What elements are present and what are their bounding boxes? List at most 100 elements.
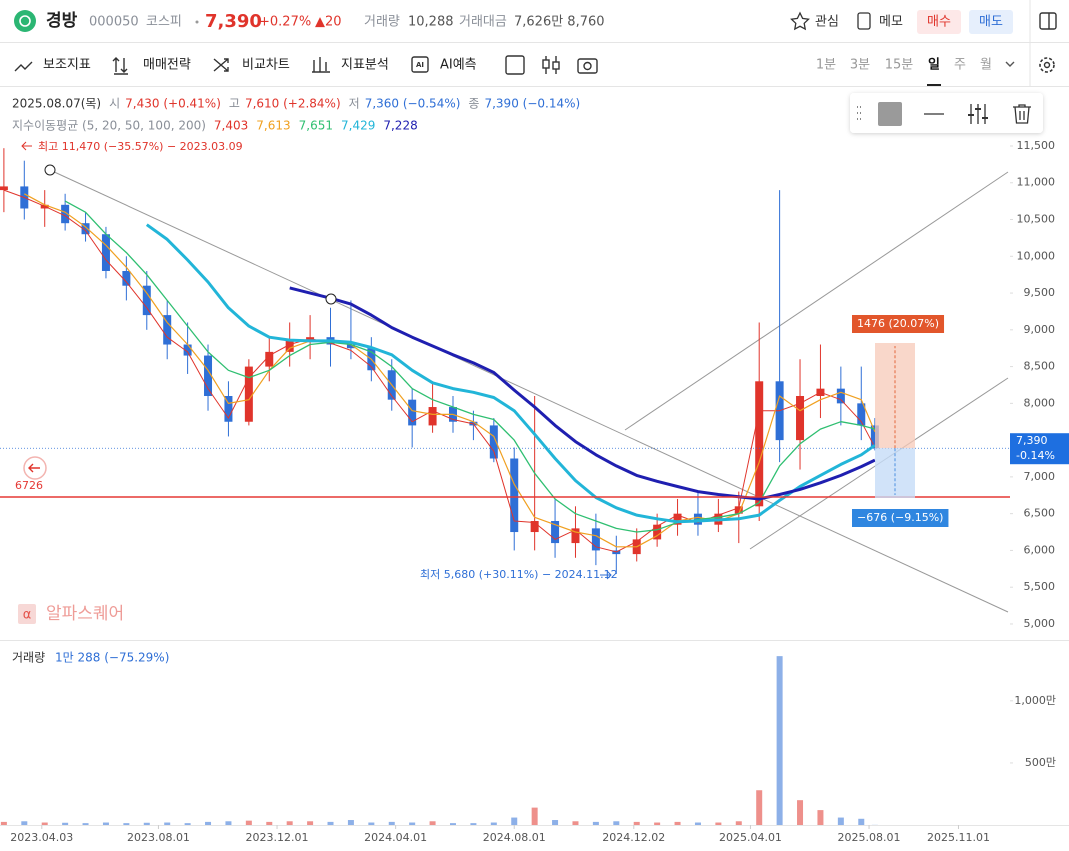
y-tick-label: 8,500 (1024, 360, 1056, 373)
high-note: 최고 11,470 (−35.57%) − 2023.03.09 (38, 140, 243, 153)
legend-text: 7,403 (214, 119, 248, 133)
low-arrow (600, 570, 612, 580)
volume-bar (817, 810, 824, 825)
volume-summary: 1만 288 (−75.29%) (55, 651, 169, 665)
stock-code: 000050 (89, 15, 139, 30)
drag-handle[interactable] (857, 106, 861, 120)
y-tick-label: 6,500 (1024, 507, 1056, 520)
price: 7,390 (205, 11, 262, 32)
watermark-glyph: α (23, 608, 32, 623)
volume-bar (552, 820, 559, 825)
candle-body (571, 528, 580, 544)
legend-text: 저 (349, 97, 360, 111)
header: 경방 000050 코스피 7,390 +0.27% ▲20 거래량 10,28… (0, 0, 1069, 86)
panel-toggle[interactable] (1039, 12, 1057, 30)
candle-body (870, 425, 879, 449)
star-icon (790, 11, 810, 31)
legend-text: 7,390 (−0.14%) (484, 97, 580, 111)
volume-bar (266, 821, 273, 825)
period-button[interactable]: 1분 (816, 58, 836, 73)
period-button[interactable]: 15분 (885, 58, 914, 73)
amount: 7,626만 8,760 (514, 15, 605, 30)
current-price-label: 7,390 (1016, 434, 1048, 447)
tool-label[interactable]: 보조지표 (43, 58, 91, 73)
x-tick-label: 2025.08.01 (838, 831, 901, 844)
x-tick-label: 2023.12.01 (246, 831, 309, 844)
sell-button[interactable]: 매도 (969, 10, 1013, 34)
anchor-point[interactable] (44, 164, 56, 176)
drawing-toolbar (850, 93, 1043, 133)
logo (14, 10, 36, 32)
volume-bar (449, 823, 456, 825)
volume-key: 거래량 (364, 15, 400, 30)
legend-text: 지수이동평균 (5, 20, 50, 100, 200) (12, 119, 206, 133)
volume-bar (572, 821, 579, 825)
period-button[interactable]: 월 (980, 58, 992, 73)
panel-icon (1039, 12, 1057, 30)
candle-body (836, 388, 845, 404)
volume-tick-label: 500만 (1025, 756, 1056, 769)
legend-text: 7,430 (+0.41%) (125, 97, 221, 111)
trend-line (49, 169, 1009, 613)
period-button[interactable]: 3분 (850, 58, 870, 73)
candle-body (0, 186, 8, 191)
volume-bar (674, 821, 681, 825)
y-tick-label: 10,000 (1017, 249, 1056, 262)
legend-text: 2025.08.07(목) (12, 97, 101, 111)
watermark-text: 알파스퀘어 (46, 604, 124, 624)
color-swatch[interactable] (878, 102, 902, 126)
x-tick-label: 2024.04.01 (364, 831, 427, 844)
period-button[interactable]: 일 (928, 58, 940, 73)
candle-body (61, 204, 70, 224)
memo-button[interactable]: 메모 (857, 12, 903, 30)
tool-label[interactable]: AI예측 (440, 58, 477, 73)
watch-button[interactable]: 관심 (790, 11, 839, 31)
y-tick-label: 9,500 (1024, 286, 1056, 299)
position-tool: 1476 (20.07%) −676 (−9.15%) (852, 315, 949, 527)
legend-text: 7,651 (299, 119, 333, 133)
amount-key: 거래대금 (459, 15, 507, 30)
candle-body (244, 366, 253, 422)
trend-line (624, 171, 1009, 431)
volume-bar (592, 821, 599, 825)
anchor-point[interactable] (325, 293, 337, 305)
tool-label[interactable]: 비교차트 (242, 58, 290, 73)
buy-label: 매수 (927, 15, 951, 30)
volume-bar (102, 822, 109, 825)
candle-body (346, 344, 355, 349)
x-tick-label: 2023.08.01 (127, 831, 190, 844)
period-button[interactable]: 주 (954, 58, 966, 73)
volume-bar (205, 821, 212, 825)
target-down-label: −676 (−9.15%) (857, 511, 943, 524)
chevron[interactable] (1005, 61, 1015, 67)
watch-label: 관심 (815, 15, 839, 30)
x-tick-label: 2025.04.01 (719, 831, 782, 844)
volume-bar (735, 821, 742, 825)
alert-button[interactable] (23, 456, 47, 480)
tool-icon (411, 56, 429, 73)
volume-bar (490, 822, 497, 825)
legend-text: 종 (468, 97, 479, 111)
buy-bg (917, 10, 961, 34)
tool-icon (552, 61, 560, 70)
tool-icon[interactable] (505, 55, 525, 75)
x-tick-label: 2025.11.01 (927, 831, 990, 844)
memo-label: 메모 (879, 15, 903, 30)
buy-button[interactable]: 매수 (917, 10, 961, 34)
y-tick-label: 6,000 (1024, 543, 1056, 556)
high-arrow (21, 141, 32, 151)
volume-bar (123, 823, 130, 825)
trash-icon[interactable] (1013, 104, 1031, 124)
camera-icon[interactable] (577, 58, 598, 74)
tool-label[interactable]: 지표분석 (341, 58, 389, 73)
tool-label[interactable]: 매매전략 (143, 58, 191, 73)
volume-bar (347, 820, 354, 825)
settings-icon-core (1043, 61, 1051, 69)
candle-body (122, 270, 131, 286)
candle-body (428, 407, 437, 426)
settings-icon[interactable] (1039, 57, 1055, 73)
volume-bar (164, 822, 171, 825)
tool-icon-text: AI (416, 61, 424, 69)
market: 코스피 (146, 15, 182, 30)
candle-body (408, 399, 417, 426)
